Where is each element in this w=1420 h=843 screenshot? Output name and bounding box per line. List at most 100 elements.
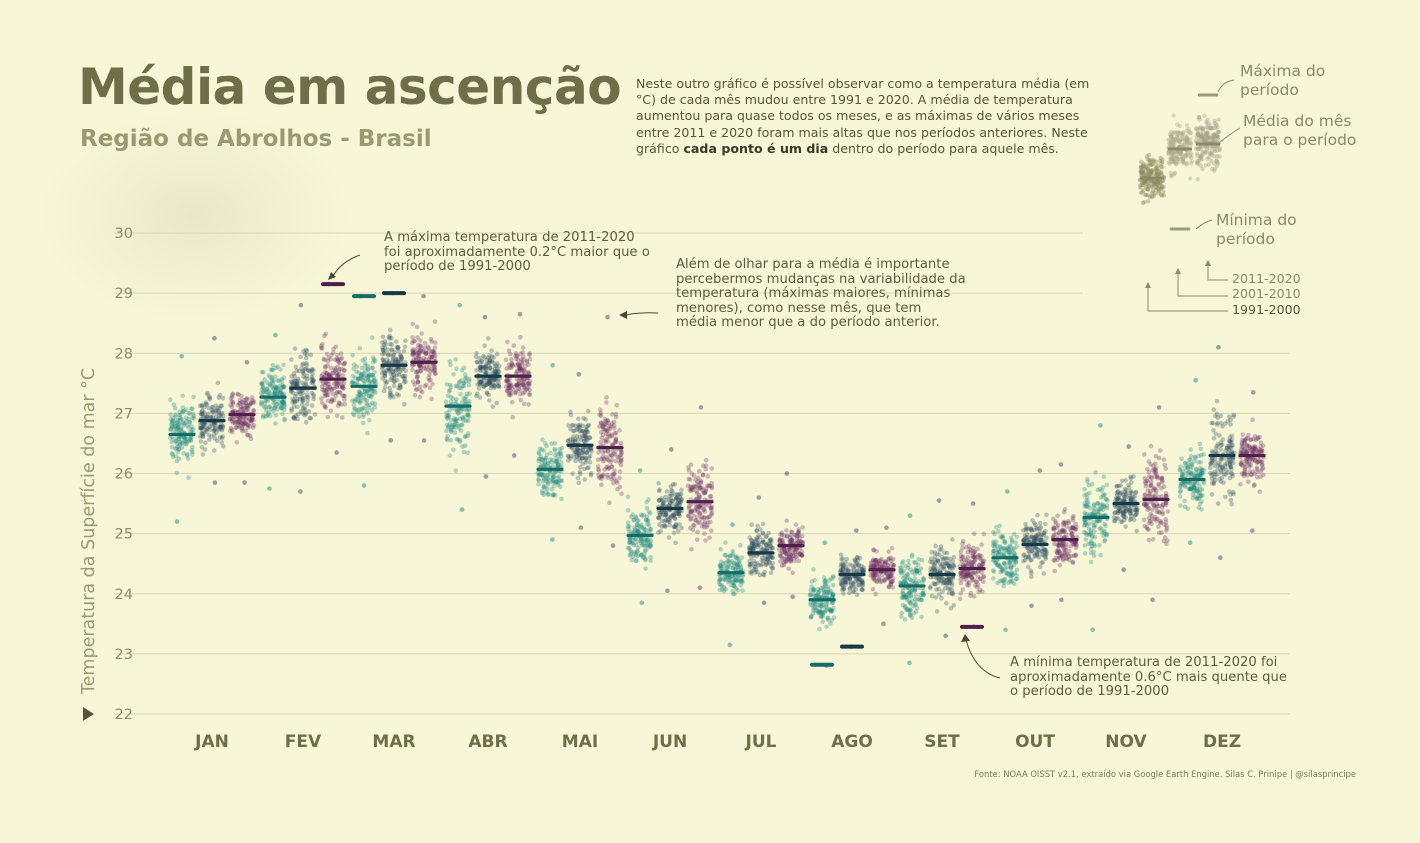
data-point xyxy=(607,424,613,430)
data-point xyxy=(739,555,745,560)
data-point xyxy=(487,380,493,385)
data-point xyxy=(208,414,214,420)
data-point xyxy=(402,373,408,379)
data-point xyxy=(328,365,334,371)
data-point xyxy=(695,479,700,485)
data-point xyxy=(205,411,211,417)
data-point xyxy=(555,475,560,481)
data-point xyxy=(613,478,619,484)
data-point xyxy=(659,509,664,514)
data-point xyxy=(496,383,502,389)
data-point xyxy=(171,415,176,421)
data-point xyxy=(476,377,482,383)
data-point xyxy=(304,402,310,407)
data-point xyxy=(177,436,182,442)
data-point xyxy=(279,405,285,411)
data-point xyxy=(293,364,299,370)
data-point xyxy=(340,385,346,391)
data-point xyxy=(177,413,182,418)
data-point xyxy=(907,613,913,618)
data-point xyxy=(240,418,246,424)
data-point xyxy=(457,425,462,431)
data-point xyxy=(632,529,638,534)
data-point xyxy=(320,381,326,386)
data-point xyxy=(309,368,315,373)
data-point xyxy=(519,377,524,383)
data-point xyxy=(292,416,297,422)
data-point xyxy=(219,424,224,430)
data-point xyxy=(641,525,647,530)
data-point xyxy=(584,450,590,456)
data-point xyxy=(218,403,223,409)
data-point xyxy=(739,579,744,584)
data-point xyxy=(290,396,295,402)
data-point xyxy=(243,400,249,406)
data-point xyxy=(1118,505,1123,511)
data-point xyxy=(247,424,252,429)
data-point xyxy=(677,498,682,504)
data-point xyxy=(678,499,684,504)
data-point xyxy=(1099,506,1104,511)
data-point xyxy=(730,566,736,571)
data-point xyxy=(483,364,489,370)
data-point xyxy=(489,348,494,353)
data-point xyxy=(517,311,523,317)
data-point xyxy=(657,497,663,503)
data-point xyxy=(243,420,248,426)
data-point xyxy=(272,405,278,410)
data-point xyxy=(461,395,467,401)
data-point xyxy=(401,348,407,354)
data-point xyxy=(487,380,493,385)
data-point xyxy=(270,379,275,384)
data-point xyxy=(627,537,633,542)
data-point xyxy=(665,519,670,524)
data-point xyxy=(337,390,343,396)
data-point xyxy=(520,345,526,350)
data-point xyxy=(517,367,522,373)
data-point xyxy=(261,369,266,375)
data-point xyxy=(331,346,336,352)
data-point xyxy=(527,379,533,384)
data-point xyxy=(749,541,754,547)
data-point xyxy=(739,576,744,582)
data-point xyxy=(617,427,622,433)
data-point xyxy=(1086,533,1092,538)
data-point xyxy=(600,432,606,438)
data-point xyxy=(372,379,377,384)
data-point xyxy=(1193,378,1198,383)
data-point xyxy=(294,381,299,387)
data-point xyxy=(200,433,205,439)
data-point xyxy=(576,423,581,428)
data-point xyxy=(1033,522,1038,527)
data-point xyxy=(247,418,252,423)
data-point xyxy=(568,426,573,432)
data-point xyxy=(692,508,698,513)
data-point xyxy=(298,302,304,308)
data-point xyxy=(395,360,401,365)
data-point xyxy=(365,367,371,373)
data-point xyxy=(688,510,694,515)
data-point xyxy=(717,577,723,583)
data-point xyxy=(491,377,497,383)
data-point xyxy=(578,428,584,434)
data-point xyxy=(388,366,393,372)
data-point xyxy=(575,450,581,456)
data-point xyxy=(176,421,182,427)
data-point xyxy=(383,380,389,386)
data-point xyxy=(358,395,363,401)
data-point xyxy=(631,517,636,523)
data-point xyxy=(369,393,374,399)
data-point xyxy=(872,572,877,578)
data-point xyxy=(454,366,459,372)
data-point xyxy=(723,552,729,558)
data-point xyxy=(936,498,942,503)
data-point xyxy=(706,483,712,488)
data-point xyxy=(302,413,307,418)
data-point xyxy=(577,448,582,454)
data-point xyxy=(484,382,490,387)
data-point xyxy=(605,434,611,440)
data-point xyxy=(279,391,285,397)
data-point xyxy=(1217,555,1223,560)
data-point xyxy=(428,377,433,383)
